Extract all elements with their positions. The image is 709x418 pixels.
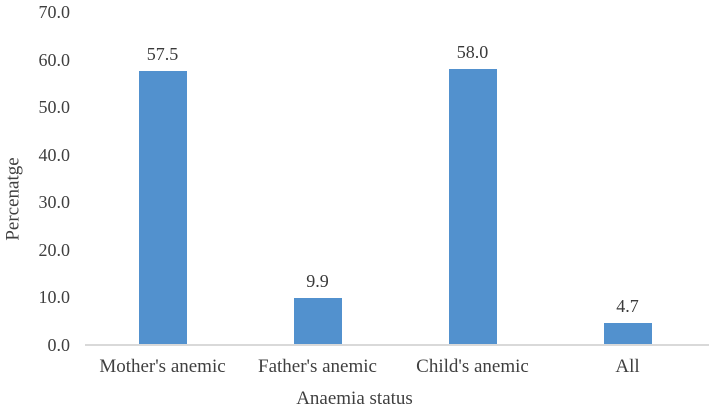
bar-value-label: 58.0 [456,42,489,63]
y-tick-label: 0.0 [47,335,71,355]
bar-value-label: 57.5 [146,44,179,65]
bar [138,71,187,345]
bar [603,322,652,345]
x-category-label: Father's anemic [258,356,377,377]
y-tick-label: 40.0 [38,144,71,165]
y-tick-label: 60.0 [38,49,71,70]
y-tick-label: 20.0 [38,239,71,260]
plot-area: 57.5 9.9 58.0 4.7 [85,12,705,345]
bar [448,69,497,345]
x-category-label: Mother's anemic [99,356,226,377]
bar [293,297,342,345]
x-category-label: All [615,356,640,377]
y-tick-label: 50.0 [38,97,71,118]
x-axis-title: Anaemia status [296,388,413,409]
bar-value-label: 9.9 [306,270,329,291]
bar-value-label: 4.7 [616,295,639,316]
y-tick-label: 10.0 [38,287,71,308]
y-tick-label: 70.0 [38,2,71,22]
y-tick-label: 30.0 [38,192,71,213]
x-category-label: Child's anemic [416,356,529,377]
x-axis-line [85,344,709,346]
